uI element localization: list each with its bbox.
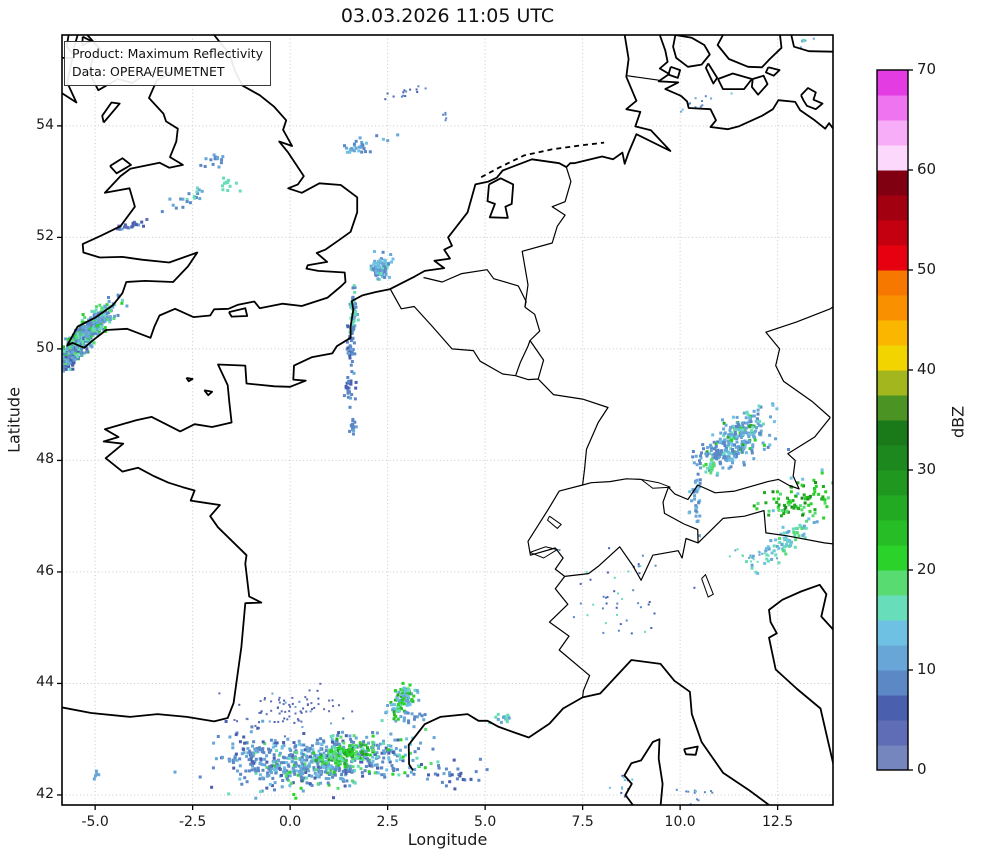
echo-cluster-allgaeu-string [687,450,703,538]
y-tick-label: 44 [36,674,54,691]
colorbar-tick-label: 40 [917,360,937,378]
colorbar-tick-label: 10 [917,660,937,678]
echo-cluster-northsea-north [384,85,427,101]
y-tick-label: 54 [36,116,54,133]
colorbar-tick-label: 0 [917,760,927,778]
lakes [529,478,714,598]
echo-cluster-baltic-corner [799,37,815,49]
x-tick-label: -5.0 [81,814,109,830]
echo-cluster-allgaeu-core [702,457,720,475]
x-tick-label: -2.5 [178,814,207,830]
echo-cluster-pyrenees-green [312,737,390,769]
x-tick-label: 2.5 [376,814,399,830]
colorbar-tick-label: 50 [917,260,937,278]
country-borders [389,75,833,698]
echo-cluster-idf-dash [348,417,358,436]
x-tick-label: 5.0 [473,814,497,830]
product-annotation: Product: Maximum Reflectivity Data: OPER… [64,41,272,86]
echo-cluster-piedmont-drizzle [558,547,696,635]
y-axis-label: Latitude [4,387,24,453]
echo-cluster-midlands-specks [160,186,204,214]
echo-cluster-roussillon-specks [420,758,489,791]
echo-cluster-cantabria-dot [92,769,101,781]
echo-cluster-herault-specks [399,710,427,729]
echo-cluster-dutchcoast-blob [369,250,395,281]
echo-cluster-peak-specks [199,153,225,169]
y-tick-label: 52 [36,228,54,245]
colorbar-tick-label: 60 [917,160,937,178]
colorbar-tick-label: 70 [917,60,937,78]
colorbar-tick-label: 20 [917,560,937,578]
annotation-data-line: Data: OPERA/EUMETNET [72,63,225,79]
echo-cluster-northsea-dashes [343,133,400,154]
x-tick-label: 7.5 [571,814,594,830]
echo-cluster-oise-streak [342,363,358,409]
annotation-product-line: Product: Maximum Reflectivity [72,46,264,61]
echo-cluster-germanbight-dot [442,111,448,122]
x-tick-label: 12.5 [762,814,794,830]
echo-cluster-cornwall-mid [62,303,120,365]
echo-cluster-alps-streak [745,511,819,575]
y-tick-label: 48 [36,451,54,468]
echo-cluster-bavaria-west [699,439,738,470]
echo-cluster-dolomites-specks [728,548,778,563]
coastlines [62,35,833,805]
colorbar-tick-label: 30 [917,460,937,478]
x-tick-label: 0.0 [279,814,302,830]
echo-cluster-pyrenees-band [173,711,482,800]
echo-cluster-gascony-drizzle [218,682,354,738]
colorbar [876,69,913,771]
radar-echoes [62,37,833,805]
plot-frame [61,34,834,806]
echo-cluster-midlands-curl [221,176,242,193]
colorbar-label: dBZ [948,405,968,439]
echo-cluster-kielbay-specks [680,92,733,113]
echo-cluster-pyrenees-west [212,719,280,780]
echo-cluster-tyrrhenian-dots [675,788,714,805]
axis-ticks [57,125,779,810]
y-tick-label: 50 [36,339,54,356]
x-axis-label: Longitude [407,830,488,849]
gridlines [62,35,833,805]
x-tick-label: 10.0 [664,814,696,830]
y-tick-label: 42 [36,785,54,802]
y-tick-label: 46 [36,562,54,579]
echo-cluster-austria-green [752,468,833,529]
plot-title: 03.03.2026 11:05 UTC [340,5,555,27]
echo-cluster-languedoc-blob [380,681,421,723]
